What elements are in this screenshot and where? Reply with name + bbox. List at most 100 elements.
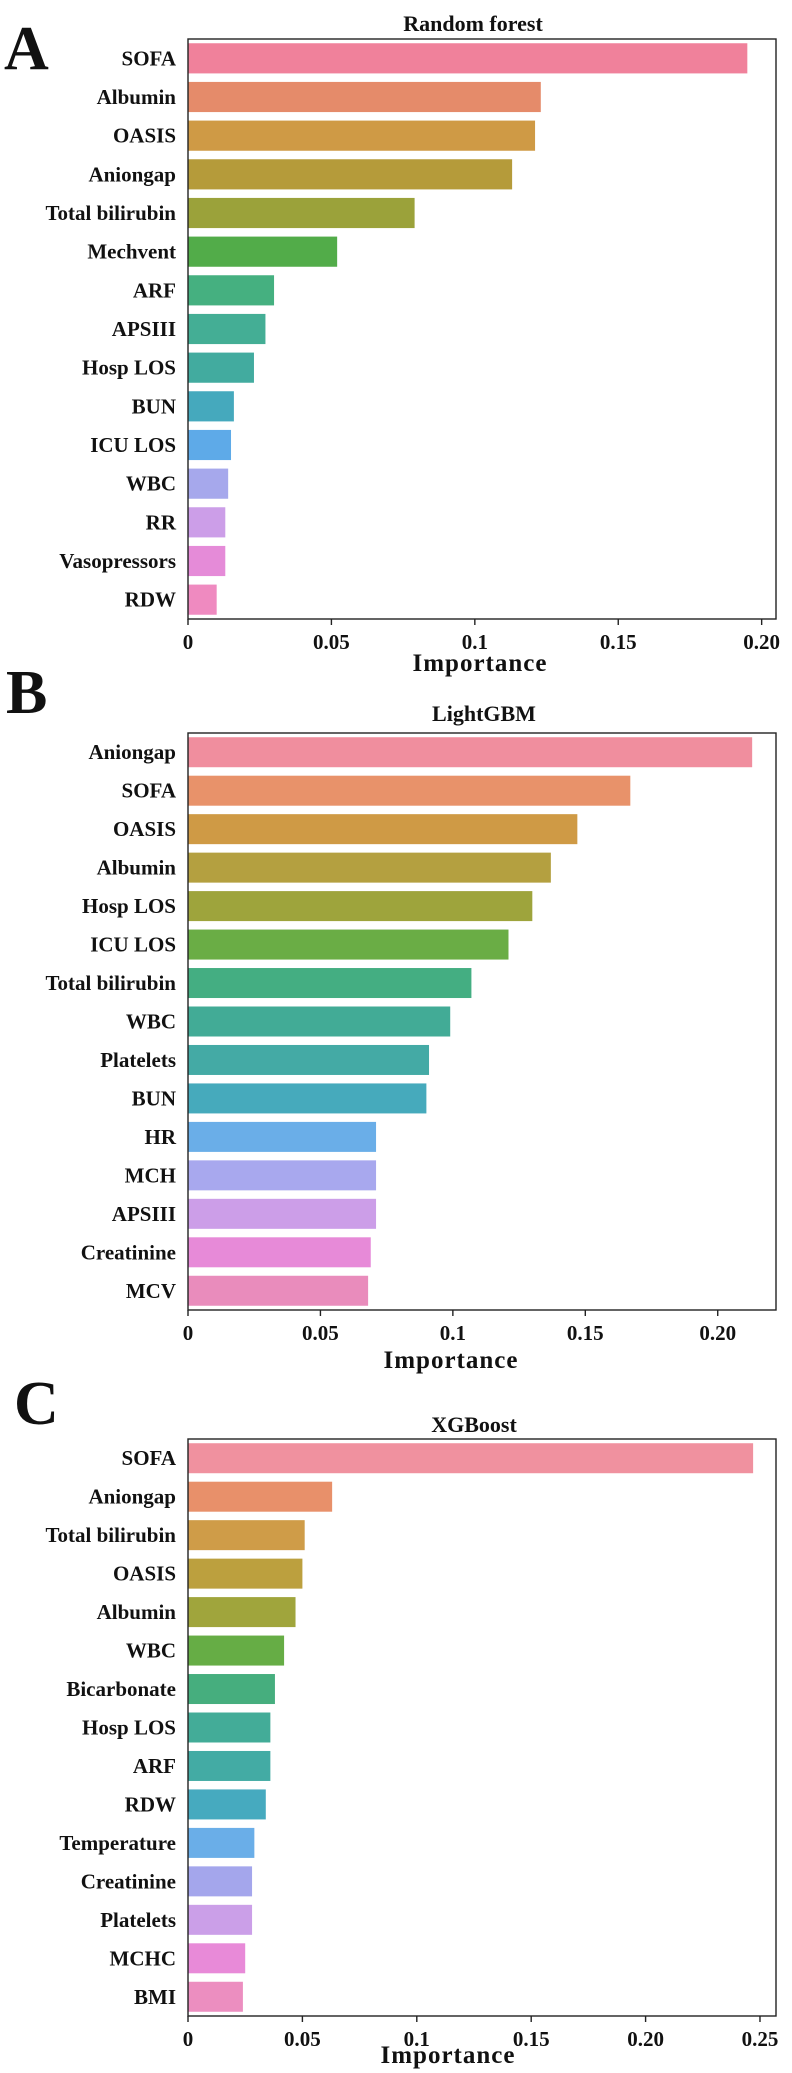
panel-xgboost: C XGBoost Importance SOFA Aniongap Total b… bbox=[14, 1370, 778, 2069]
bar-oasis bbox=[188, 814, 578, 845]
bar-temperature bbox=[188, 1827, 255, 1858]
bar-rr bbox=[188, 507, 226, 538]
bar-sofa bbox=[188, 1443, 754, 1474]
bar-platelets bbox=[188, 1044, 430, 1075]
bar-bmi bbox=[188, 1981, 243, 2012]
x-tick-label: 0.20 bbox=[627, 2027, 664, 2051]
category-label-oasis: OASIS bbox=[113, 1562, 176, 1586]
bar-bun bbox=[188, 391, 234, 422]
bar-albumin bbox=[188, 852, 551, 883]
x-tick-label: 0.1 bbox=[404, 2027, 430, 2051]
bar-aniongap bbox=[188, 1481, 333, 1512]
category-label-wbc: WBC bbox=[126, 472, 176, 496]
bar-mchc bbox=[188, 1943, 246, 1974]
x-tick-label: 0 bbox=[183, 630, 194, 654]
category-label-platelets: Platelets bbox=[100, 1048, 176, 1072]
bar-wbc bbox=[188, 1006, 451, 1037]
category-label-aniongap: Aniongap bbox=[88, 1485, 176, 1509]
category-label-bmi: BMI bbox=[134, 1985, 176, 2009]
category-label-apsiii: APSIII bbox=[112, 1202, 176, 1226]
bar-mcv bbox=[188, 1275, 369, 1306]
chart-title: XGBoost bbox=[431, 1412, 517, 1437]
bar-arf bbox=[188, 275, 275, 306]
bar-total-bilirubin bbox=[188, 968, 472, 999]
category-label-albumin: Albumin bbox=[97, 1600, 177, 1624]
category-label-hosp-los: Hosp LOS bbox=[82, 356, 176, 380]
category-label-sofa: SOFA bbox=[122, 46, 177, 70]
x-tick-label: 0.20 bbox=[743, 630, 780, 654]
category-label-icu-los: ICU LOS bbox=[90, 933, 176, 957]
x-tick-label: 0.20 bbox=[699, 1321, 736, 1345]
category-label-arf: ARF bbox=[133, 1754, 176, 1778]
x-axis-title: Importance bbox=[413, 650, 548, 677]
x-tick-label: 0.05 bbox=[313, 630, 350, 654]
category-label-albumin: Albumin bbox=[97, 856, 177, 880]
panel-letter-c: C bbox=[14, 1370, 59, 1438]
bar-creatinine bbox=[188, 1237, 371, 1268]
bar-creatinine bbox=[188, 1866, 253, 1897]
category-label-bun: BUN bbox=[132, 394, 176, 418]
category-label-sofa: SOFA bbox=[122, 1446, 177, 1470]
bar-apsiii bbox=[188, 313, 266, 345]
x-tick-label: 0.05 bbox=[302, 1321, 339, 1345]
x-axis-title: Importance bbox=[381, 2042, 516, 2069]
chart-title: LightGBM bbox=[432, 701, 536, 726]
bar-wbc bbox=[188, 468, 229, 499]
category-label-total-bilirubin: Total bilirubin bbox=[45, 201, 176, 225]
category-label-oasis: OASIS bbox=[113, 124, 176, 148]
category-label-hr: HR bbox=[145, 1125, 177, 1149]
category-label-wbc: WBC bbox=[126, 1010, 176, 1034]
bar-sofa bbox=[188, 775, 631, 806]
category-label-creatinine: Creatinine bbox=[81, 1869, 176, 1893]
category-label-albumin: Albumin bbox=[97, 85, 177, 109]
bar-apsiii bbox=[188, 1198, 377, 1229]
bar-hosp-los bbox=[188, 1712, 271, 1743]
bar-hosp-los bbox=[188, 352, 254, 383]
panel-random-forest: A Random forest Importance SOFA Albumin OA… bbox=[4, 11, 780, 677]
category-label-icu-los: ICU LOS bbox=[90, 433, 176, 457]
category-label-hosp-los: Hosp LOS bbox=[82, 894, 176, 918]
bar-rdw bbox=[188, 1789, 266, 1820]
category-label-aniongap: Aniongap bbox=[88, 162, 176, 186]
bar-hosp-los bbox=[188, 891, 533, 922]
panel-letter-b: B bbox=[6, 659, 47, 727]
x-tick-label: 0.25 bbox=[742, 2027, 779, 2051]
category-label-rdw: RDW bbox=[125, 1792, 176, 1816]
category-label-mchc: MCHC bbox=[110, 1946, 177, 1970]
category-label-mechvent: Mechvent bbox=[87, 240, 176, 264]
bar-mechvent bbox=[188, 236, 338, 267]
category-label-hosp-los: Hosp LOS bbox=[82, 1716, 176, 1740]
category-label-apsiii: APSIII bbox=[112, 317, 176, 341]
panel-letter-a: A bbox=[4, 15, 49, 83]
category-label-mch: MCH bbox=[125, 1163, 176, 1187]
category-label-mcv: MCV bbox=[126, 1279, 176, 1303]
bar-sofa bbox=[188, 43, 748, 74]
category-label-aniongap: Aniongap bbox=[88, 740, 176, 764]
bar-aniongap bbox=[188, 159, 513, 190]
bar-bun bbox=[188, 1083, 427, 1114]
x-tick-label: 0.05 bbox=[284, 2027, 321, 2051]
x-tick-label: 0.15 bbox=[513, 2027, 550, 2051]
bar-icu-los bbox=[188, 429, 232, 461]
x-tick-label: 0 bbox=[183, 1321, 194, 1345]
bar-bicarbonate bbox=[188, 1674, 275, 1705]
category-label-rdw: RDW bbox=[125, 588, 176, 612]
bar-albumin bbox=[188, 81, 541, 113]
category-label-wbc: WBC bbox=[126, 1639, 176, 1663]
plot-frame bbox=[187, 38, 777, 620]
category-label-bun: BUN bbox=[132, 1086, 176, 1110]
x-axis-title: Importance bbox=[384, 1347, 519, 1374]
panel-lightgbm: B LightGBM Importance Aniongap SOFA OASIS A… bbox=[6, 659, 777, 1374]
plot-frame bbox=[187, 732, 777, 1311]
bar-hr bbox=[188, 1121, 377, 1152]
plot-frame bbox=[187, 1438, 777, 2017]
category-label-vasopressors: Vasopressors bbox=[59, 549, 176, 573]
bar-wbc bbox=[188, 1635, 285, 1666]
category-label-oasis: OASIS bbox=[113, 817, 176, 841]
category-label-creatinine: Creatinine bbox=[81, 1240, 176, 1264]
category-label-rr: RR bbox=[146, 510, 177, 534]
x-tick-label: 0 bbox=[183, 2027, 194, 2051]
bar-icu-los bbox=[188, 929, 509, 960]
bar-vasopressors bbox=[188, 545, 226, 577]
